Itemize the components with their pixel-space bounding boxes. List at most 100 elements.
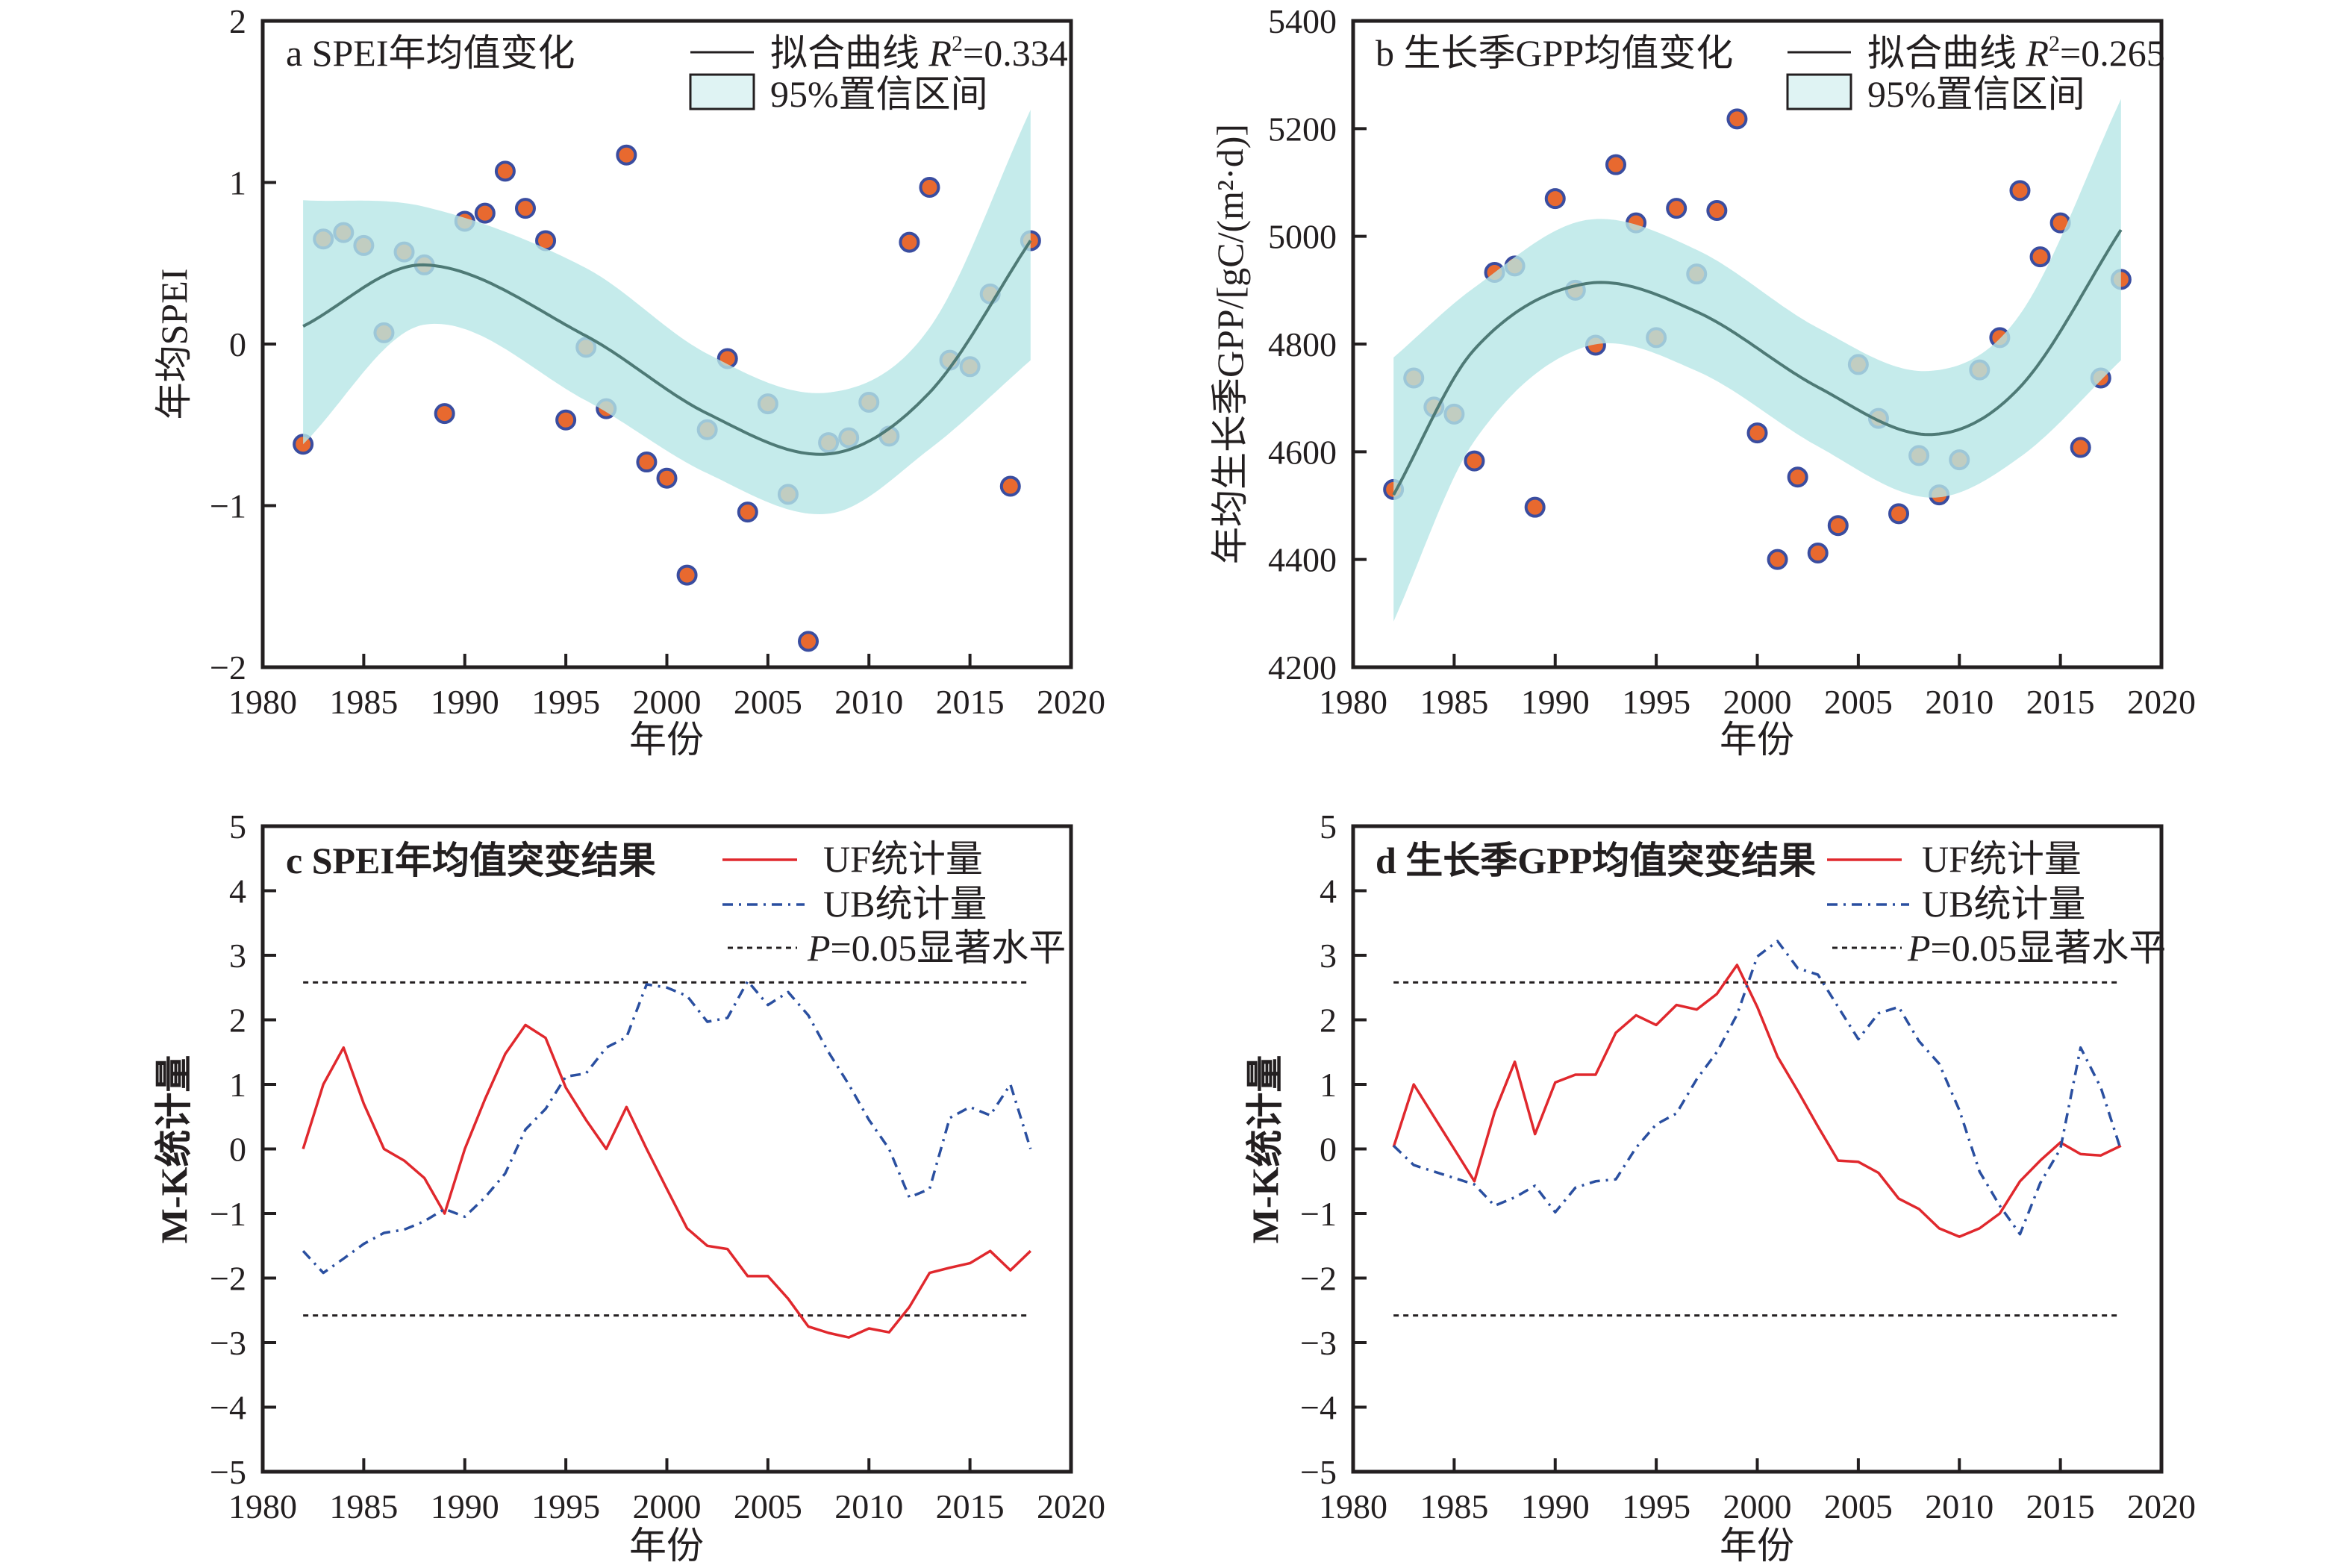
x-tick-label: 1990: [1521, 1487, 1590, 1525]
y-tick-label: −2: [210, 649, 246, 687]
y-tick-label: −5: [210, 1453, 246, 1491]
data-point: [434, 403, 455, 425]
y-tick-label: 4800: [1268, 325, 1337, 363]
x-tick-label: 1985: [1420, 683, 1488, 721]
y-tick-label: 4: [1320, 872, 1337, 910]
y-tick-label: 0: [229, 325, 246, 363]
x-tick-label: 2015: [936, 1487, 1005, 1525]
panel-a-plot-area: [293, 110, 1041, 652]
panel-c-spei-mk: M-K统计量 年份 c SPEI年均值突变结果 UF统计量 UB统计量 P=0.…: [153, 808, 1105, 1567]
data-point: [1746, 422, 1768, 444]
data-point: [2009, 180, 2031, 202]
data-point: [616, 144, 637, 166]
data-point: [656, 467, 678, 489]
legend-band-swatch: [1786, 73, 1852, 110]
y-tick-label: 4400: [1268, 541, 1337, 579]
y-tick-label: 4: [229, 872, 246, 910]
data-point: [676, 564, 698, 586]
panel-c-title: c SPEI年均值突变结果: [286, 840, 656, 881]
legend-fit-label: 拟合曲线 R2=0.265: [1867, 31, 2165, 74]
data-point: [999, 475, 1021, 497]
legend-band-swatch: [689, 73, 755, 110]
panel-c-legend: UF统计量 UB统计量 P=0.05显著水平: [722, 838, 1066, 969]
data-point: [737, 502, 758, 523]
panel-b-gpp-trend: 年均生长季GPP/[gC/(m²·d)] 年份 b 生长季GPP均值变化 拟合曲…: [1209, 2, 2196, 760]
x-tick-label: 1995: [531, 1487, 600, 1525]
y-tick-label: 2: [229, 2, 246, 40]
x-tick-label: 2000: [1723, 1487, 1792, 1525]
x-tick-label: 1980: [228, 683, 297, 721]
panel-a-spei-trend: 年均SPEI 年份 a SPEI年均值变化 拟合曲线 R2=0.334 95%置…: [153, 2, 1105, 760]
data-point: [1666, 198, 1687, 219]
x-tick-label: 2010: [834, 1487, 903, 1525]
y-tick-label: −2: [210, 1260, 246, 1298]
panel-d-xlabel: 年份: [1720, 1525, 1794, 1567]
legend-fit-label: 拟合曲线 R2=0.334: [770, 31, 1068, 74]
y-tick-label: 5400: [1268, 2, 1337, 40]
x-tick-label: 2005: [734, 683, 802, 721]
y-tick-label: 0: [1320, 1131, 1337, 1169]
data-point: [1767, 549, 1788, 570]
y-tick-label: −3: [1300, 1324, 1337, 1362]
x-tick-label: 2005: [734, 1487, 802, 1525]
x-tick-label: 1985: [329, 1487, 398, 1525]
x-tick-label: 1990: [431, 683, 499, 721]
panel-a-legend: 拟合曲线 R2=0.334 95%置信区间: [689, 31, 1068, 115]
panel-d-ylabel: M-K统计量: [1244, 1055, 1286, 1244]
data-point: [1706, 200, 1728, 222]
y-tick-label: 5200: [1268, 110, 1337, 148]
y-tick-label: −3: [210, 1324, 246, 1362]
data-point: [1888, 503, 1910, 525]
y-tick-label: 5000: [1268, 218, 1337, 256]
panel-d-legend: UF统计量 UB统计量 P=0.05显著水平: [1827, 838, 2166, 969]
x-tick-label: 2005: [1824, 683, 1893, 721]
x-tick-label: 2010: [1925, 1487, 1993, 1525]
data-point: [2029, 246, 2051, 268]
data-point: [1605, 154, 1626, 175]
panel-a-ylabel: 年均SPEI: [153, 269, 195, 420]
data-point: [1827, 515, 1849, 537]
ub-series-line: [302, 979, 1032, 1275]
x-tick-label: 2020: [2127, 683, 2196, 721]
data-point: [2070, 437, 2091, 458]
y-tick-label: 5: [1320, 808, 1337, 846]
data-point: [1807, 543, 1829, 564]
x-tick-label: 2000: [1723, 683, 1792, 721]
fit-curve: [1392, 228, 2123, 496]
y-tick-label: 1: [1320, 1066, 1337, 1104]
x-tick-label: 2015: [936, 683, 1005, 721]
confidence-band: [1393, 99, 2121, 622]
x-tick-label: 1980: [1319, 683, 1387, 721]
panel-b-plot-area: [1383, 99, 2132, 622]
data-point: [899, 231, 920, 253]
y-tick-label: −4: [210, 1389, 246, 1427]
x-tick-label: 2005: [1824, 1487, 1893, 1525]
data-point: [1544, 188, 1566, 210]
x-tick-label: 2020: [2127, 1487, 2196, 1525]
x-tick-label: 1980: [1319, 1487, 1387, 1525]
data-point: [474, 202, 496, 224]
x-tick-label: 2000: [633, 683, 702, 721]
panel-b-title: b 生长季GPP均值变化: [1376, 32, 1733, 74]
data-point: [636, 452, 658, 473]
y-tick-label: 3: [1320, 937, 1337, 975]
y-tick-label: −2: [1300, 1260, 1337, 1298]
x-tick-label: 1990: [431, 1487, 499, 1525]
y-tick-label: −1: [210, 487, 246, 525]
x-tick-label: 2000: [633, 1487, 702, 1525]
data-point: [1524, 496, 1546, 518]
x-tick-label: 1980: [228, 1487, 297, 1525]
x-tick-label: 1995: [1622, 683, 1690, 721]
x-tick-label: 1990: [1521, 683, 1590, 721]
ub-series-line: [1392, 940, 2123, 1236]
legend-ub-label: UB统计量: [1922, 883, 2085, 925]
x-tick-label: 1985: [329, 683, 398, 721]
y-tick-label: 2: [1320, 1002, 1337, 1040]
x-tick-label: 2020: [1037, 1487, 1105, 1525]
y-tick-label: −4: [1300, 1389, 1337, 1427]
y-tick-label: 3: [229, 937, 246, 975]
x-tick-label: 2015: [2026, 683, 2095, 721]
legend-uf-label: UF统计量: [1922, 838, 2082, 880]
y-tick-label: 1: [229, 164, 246, 202]
x-tick-label: 1985: [1420, 1487, 1488, 1525]
